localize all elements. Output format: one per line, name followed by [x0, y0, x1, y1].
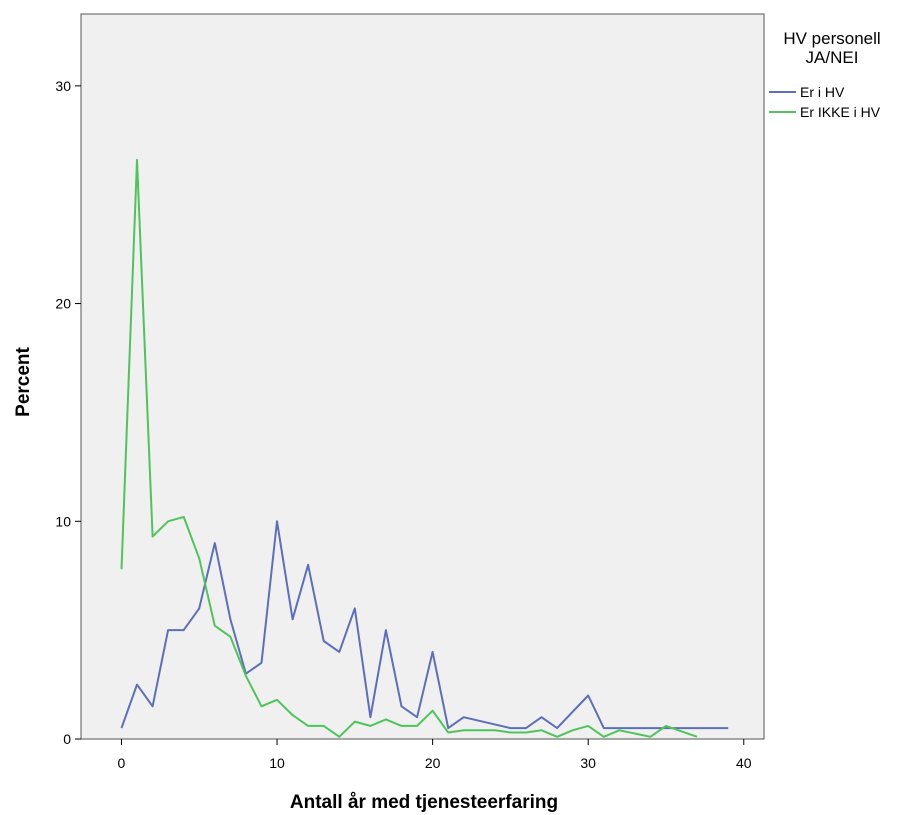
x-tick-label: 20 [425, 755, 441, 771]
x-tick-label: 10 [269, 755, 285, 771]
x-axis: 0 10 20 30 40 [118, 739, 752, 771]
y-axis: 0 10 20 30 [55, 78, 81, 747]
legend-label-2: Er IKKE i HV [800, 104, 881, 120]
y-axis-title: Percent [13, 346, 34, 416]
x-tick-label: 30 [580, 755, 596, 771]
legend-title-line-1: HV personell [783, 29, 880, 48]
x-axis-title: Antall år med tjenesteerfaring [290, 792, 558, 813]
y-tick-label: 0 [63, 731, 71, 747]
y-tick-label: 10 [55, 513, 71, 529]
plot-area [80, 13, 765, 740]
series-line-1 [120, 520, 729, 730]
legend: HV personell JA/NEI Er i HV Er IKKE i HV [769, 29, 881, 120]
x-tick-label: 40 [736, 755, 752, 771]
legend-items: Er i HV Er IKKE i HV [769, 84, 881, 120]
y-tick-label: 30 [55, 78, 71, 94]
x-tick-label: 0 [118, 755, 126, 771]
legend-label-1: Er i HV [800, 84, 845, 100]
y-tick-label: 20 [55, 296, 71, 312]
series-layer [120, 158, 729, 738]
series-line-2 [120, 158, 698, 738]
legend-title-line-2: JA/NEI [806, 48, 859, 67]
